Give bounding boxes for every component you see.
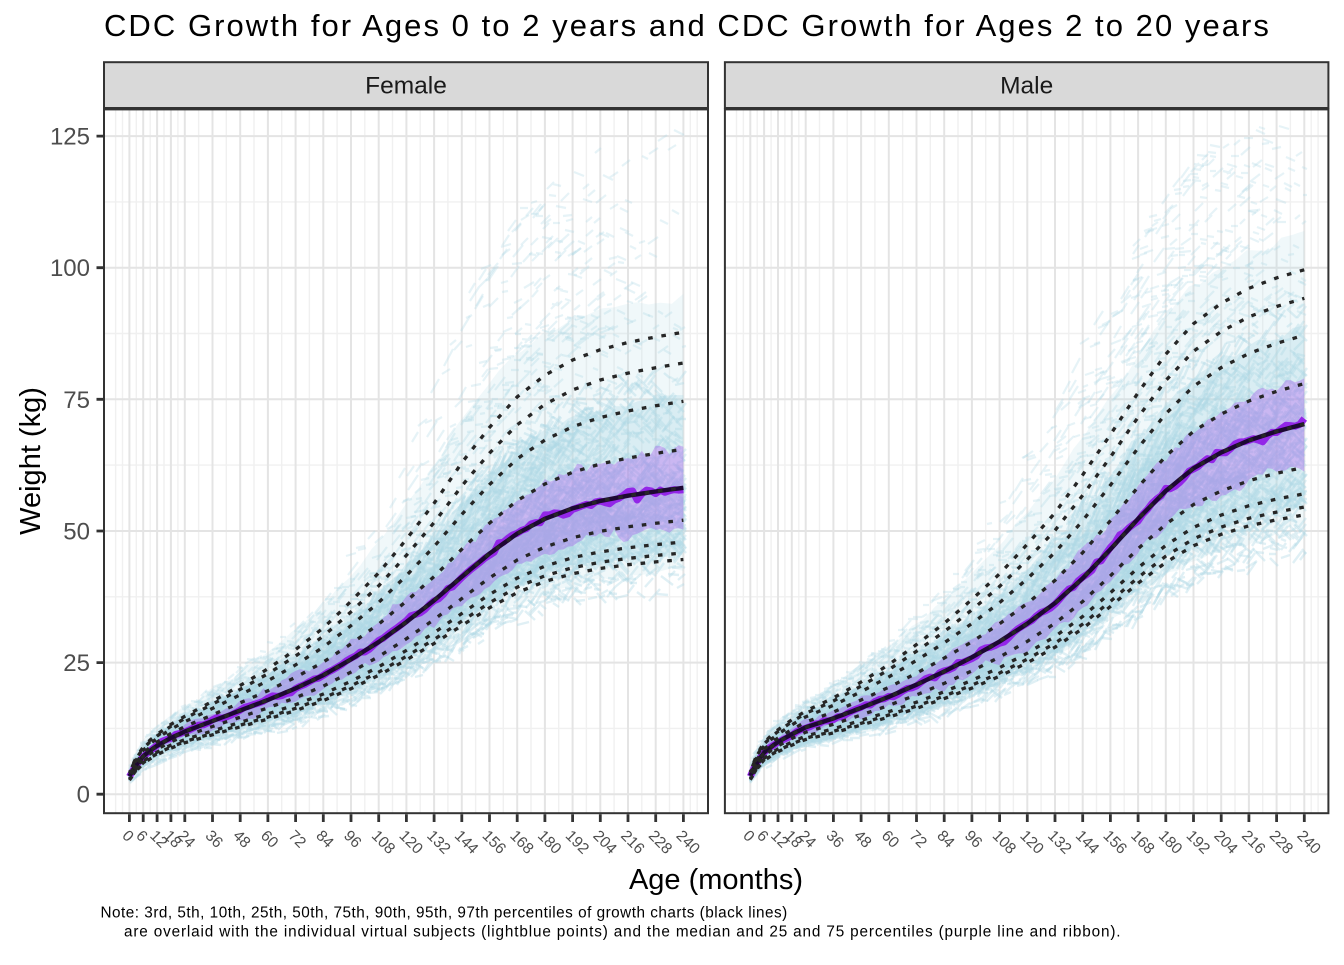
svg-text:CDC Growth for Ages 0 to 2 yea: CDC Growth for Ages 0 to 2 years and CDC… [104,8,1271,43]
svg-text:Weight (kg): Weight (kg) [15,387,47,535]
svg-text:Female: Female [365,73,447,100]
svg-text:are overlaid with the individu: are overlaid with the individual virtual… [124,923,1121,940]
svg-text:Male: Male [1000,73,1053,100]
svg-text:125: 125 [50,124,90,151]
svg-text:50: 50 [63,519,90,546]
svg-text:100: 100 [50,255,90,282]
svg-text:0: 0 [77,782,90,809]
svg-text:25: 25 [63,650,90,677]
svg-text:Note: 3rd, 5th, 10th, 25th, 50: Note: 3rd, 5th, 10th, 25th, 50th, 75th, … [101,905,788,922]
svg-text:75: 75 [63,387,90,414]
svg-text:Age (months): Age (months) [629,864,803,896]
